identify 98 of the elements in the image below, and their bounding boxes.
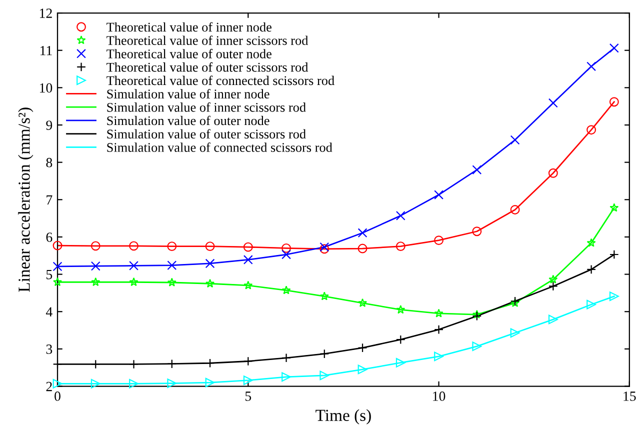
- point: [609, 97, 619, 107]
- legend-label: Simulation value of connected scissors rod: [107, 142, 332, 152]
- y-tick-label: 8: [46, 158, 52, 168]
- point: [52, 378, 62, 388]
- point: [167, 359, 177, 369]
- point: [472, 342, 482, 352]
- point: [358, 364, 368, 374]
- point: [434, 236, 444, 246]
- point: [52, 360, 62, 369]
- point: [52, 262, 62, 272]
- legend-label: Theoretical value of inner node: [106, 22, 272, 32]
- point: [320, 292, 329, 300]
- point: [610, 203, 619, 212]
- point: [434, 190, 444, 200]
- y-tick-label: 7: [46, 195, 52, 204]
- point: [167, 278, 176, 286]
- x-axis-title: Time (s): [316, 409, 371, 424]
- point: [396, 210, 406, 220]
- x-tick-label: 15: [624, 392, 636, 401]
- point: [52, 240, 62, 250]
- point: [609, 250, 619, 260]
- legend-label: Theoretical value of inner scissors rod: [106, 36, 308, 45]
- x-tick-label: 0: [54, 392, 60, 401]
- point: [320, 349, 330, 359]
- legend-label: Theoretical value of outer scissors rod: [106, 62, 308, 72]
- point: [586, 238, 596, 247]
- point: [586, 264, 596, 274]
- point: [358, 343, 368, 353]
- point: [243, 376, 253, 386]
- point: [320, 370, 330, 380]
- point: [167, 378, 177, 388]
- point: [282, 250, 291, 260]
- point: [609, 43, 619, 53]
- point: [434, 324, 444, 334]
- point: [282, 353, 291, 363]
- x-tick-label: 10: [433, 392, 446, 401]
- y-tick-label: 9: [46, 120, 52, 130]
- y-tick-label: 3: [46, 344, 52, 354]
- point: [244, 280, 253, 290]
- point: [609, 292, 619, 302]
- point: [548, 168, 558, 178]
- point: [396, 358, 406, 368]
- point: [282, 372, 291, 382]
- point: [358, 298, 368, 307]
- point: [206, 278, 215, 288]
- y-tick-label: 2: [46, 382, 52, 392]
- y-tick-label: 12: [40, 8, 52, 18]
- legend-label: Theoretical value of connected scissors rod: [106, 76, 334, 86]
- y-tick-label: 10: [40, 83, 52, 93]
- point: [129, 378, 138, 388]
- point: [358, 244, 368, 254]
- point: [282, 243, 291, 253]
- point: [586, 62, 596, 72]
- point: [472, 226, 482, 236]
- y-tick-label: 5: [46, 270, 52, 280]
- point: [548, 282, 558, 291]
- point: [167, 242, 177, 252]
- point: [282, 286, 291, 294]
- point: [510, 135, 520, 145]
- point: [52, 277, 62, 286]
- point: [396, 305, 406, 314]
- y-tick-label: 6: [46, 232, 52, 242]
- point: [396, 334, 406, 344]
- point: [586, 300, 596, 310]
- point: [129, 277, 138, 286]
- point: [548, 274, 558, 284]
- point: [548, 98, 558, 108]
- point: [548, 314, 558, 324]
- legend-label: Theoretical value of outer node: [106, 48, 272, 58]
- point: [205, 242, 215, 252]
- y-axis-title: Linear acceleration (mm/s²): [18, 108, 34, 292]
- point: [243, 242, 253, 252]
- point: [167, 260, 177, 270]
- point: [243, 255, 253, 264]
- point: [434, 352, 444, 362]
- y-tick-label: 11: [40, 46, 52, 56]
- x-tick-label: 5: [245, 392, 252, 401]
- point: [91, 277, 100, 286]
- point: [90, 241, 100, 251]
- point: [205, 378, 215, 388]
- point: [586, 125, 596, 135]
- point: [358, 228, 368, 238]
- point: [434, 308, 444, 318]
- y-tick-label: 4: [46, 307, 52, 316]
- legend-label: Simulation value of inner scissors rod: [107, 102, 306, 112]
- point: [129, 260, 138, 270]
- legend-label: Simulation value of inner node: [107, 89, 270, 98]
- legend-label: Simulation value of outer scissors rod: [107, 129, 306, 139]
- point: [205, 258, 215, 268]
- point: [510, 328, 520, 338]
- point: [205, 358, 215, 368]
- legend-label: Simulation value of outer node: [107, 116, 270, 126]
- point: [129, 241, 138, 251]
- point: [472, 165, 482, 174]
- point: [90, 378, 100, 388]
- point: [90, 261, 100, 271]
- point: [510, 204, 520, 214]
- point: [396, 242, 406, 252]
